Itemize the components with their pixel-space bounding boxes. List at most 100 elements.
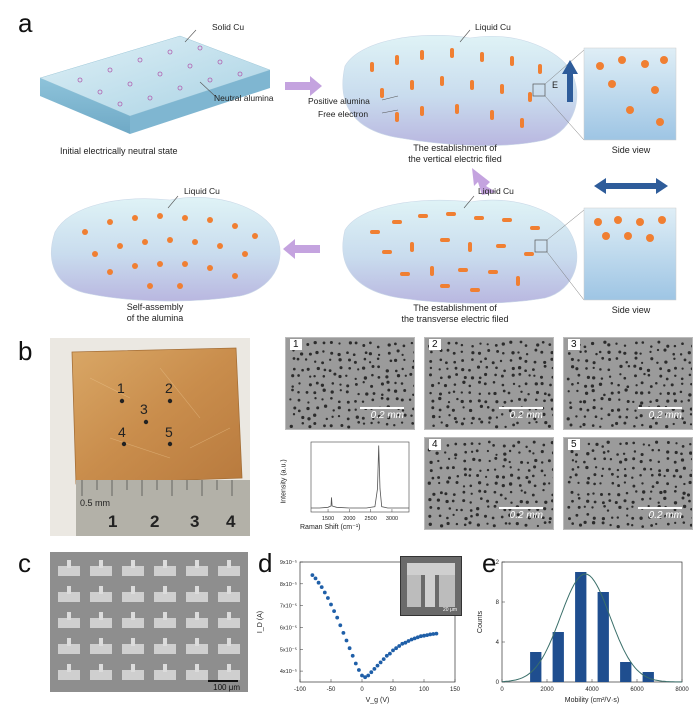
graphene-foil-photo: 1 2 3 4 5 0.5 mm 1 2 3 4	[50, 338, 250, 536]
label-positive-alumina: Positive alumina	[308, 96, 370, 106]
mobility-xtick-label: 8000	[675, 687, 689, 693]
transfer-point	[316, 580, 321, 585]
transfer-point	[412, 636, 417, 641]
caption-vertical-2: the vertical electric filed	[408, 154, 502, 164]
transfer-point	[397, 644, 402, 648]
photo-point-3: 3	[140, 401, 148, 417]
transfer-ytick-label: 8x10⁻⁵	[280, 581, 297, 588]
transfer-point	[366, 673, 371, 678]
caption-side-view-1: Side view	[611, 145, 651, 155]
mobility-fit-curve	[501, 573, 682, 683]
transfer-point	[388, 651, 392, 656]
sem-label-2: 2	[429, 339, 441, 350]
transfer-point	[360, 673, 364, 678]
panel-d-letter: d	[258, 548, 273, 578]
caption-transverse-1: The establishment of	[413, 303, 497, 313]
e-field-arrow-vertical	[562, 60, 578, 102]
transfer-point	[363, 675, 367, 680]
transfer-ytick-label: 5x10⁻⁵	[280, 646, 297, 653]
sem-dots-1	[289, 340, 414, 429]
process-arrow-2	[472, 168, 496, 195]
transfer-point	[350, 653, 355, 658]
transfer-point	[322, 590, 327, 595]
transfer-xtick-label: 50	[390, 687, 397, 693]
transfer-xtick-label: 100	[419, 687, 430, 693]
raman-xtick-label: 2000	[343, 516, 355, 522]
liquid-cu-blob-3	[51, 195, 281, 302]
raman-ylabel: Intensity (a.u.)	[280, 459, 288, 504]
sem-dots-5	[567, 440, 692, 529]
mobility-bar	[597, 592, 609, 682]
transfer-curve-chart: -100 -50 0 50 100 150 4x10⁻⁵ 5x10⁻⁵ 6x10⁻⁵ 7x10⁻⁵…	[257, 559, 461, 704]
ruler-number-3: 3	[190, 512, 200, 531]
mobility-bar	[552, 632, 564, 682]
side-view-1	[562, 47, 677, 141]
transfer-point	[326, 596, 330, 600]
device-scale: 100 μm	[213, 683, 240, 692]
device-array-image: 100 μm	[50, 552, 248, 692]
raman-xtick-label: 3000	[386, 516, 398, 522]
panel-b-letter: b	[18, 336, 33, 366]
sem-image-3: 3 0.2 mm	[563, 337, 693, 430]
raman-xtick-label: 1500	[322, 516, 334, 522]
transfer-point	[409, 637, 414, 642]
sem-dots-4	[427, 440, 553, 528]
label-liquid-cu-3: Liquid Cu	[184, 186, 220, 196]
photo-point-1: 1	[117, 380, 125, 396]
panel-a-schematic	[39, 29, 677, 304]
sem-image-1: 1 0.2 mm	[285, 337, 415, 430]
mobility-bar	[642, 672, 654, 682]
transfer-point	[419, 634, 423, 639]
transfer-point	[422, 633, 426, 638]
caption-self-assembly-2: of the alumina	[126, 313, 184, 323]
transfer-point	[313, 576, 318, 581]
transfer-point	[335, 615, 340, 620]
scale-bar	[208, 680, 238, 682]
process-arrow-1	[285, 76, 322, 96]
transfer-point	[406, 639, 411, 643]
transfer-point	[375, 663, 380, 668]
transfer-xtick-label: 0	[360, 687, 364, 693]
liquid-cu-blob-1	[342, 29, 585, 146]
label-neutral-alumina: Neutral alumina	[214, 93, 274, 103]
label-solid-cu: Solid Cu	[212, 22, 245, 32]
transfer-point	[310, 573, 315, 577]
side-view-2	[583, 178, 677, 301]
panel-a-letter: a	[18, 8, 33, 38]
scale-bar	[499, 407, 543, 409]
liquid-cu-blob-2	[342, 195, 585, 304]
device-inset-image: 20 μm	[400, 556, 462, 616]
transfer-ytick-label: 6x10⁻⁵	[280, 624, 297, 631]
transfer-point	[319, 585, 324, 589]
transfer-xlabel: V_g (V)	[366, 697, 390, 704]
sem-image-2: 2 0.2 mm	[424, 337, 554, 430]
transfer-point	[384, 653, 389, 658]
caption-vertical-1: The establishment of	[413, 143, 497, 153]
scale-bar	[499, 507, 543, 509]
ruler-number-4: 4	[226, 512, 236, 531]
mobility-ylabel: Counts	[477, 610, 484, 633]
ruler-number-1: 1	[108, 512, 118, 531]
sem-image-4: 4 0.2 mm	[424, 437, 554, 530]
scale-bar	[360, 407, 404, 409]
sem-label-5: 5	[568, 439, 580, 450]
sem-dots-3	[566, 340, 692, 429]
transfer-xtick-label: -100	[294, 687, 307, 693]
raman-xlabel: Raman Shift (cm⁻¹)	[300, 524, 361, 531]
transfer-point	[431, 632, 436, 636]
transfer-point	[434, 631, 439, 636]
transfer-point	[369, 670, 374, 675]
mobility-bar	[620, 662, 632, 682]
sem-scale-2: 0.2 mm	[509, 410, 543, 421]
caption-self-assembly-1: Self-assembly	[126, 302, 184, 312]
photo-point-2: 2	[165, 380, 173, 396]
mobility-ytick-label: 4	[496, 640, 500, 646]
mobility-ytick-label: 0	[496, 680, 500, 686]
transfer-ytick-label: 4x10⁻⁵	[280, 668, 297, 675]
transfer-point	[357, 668, 361, 672]
caption-transverse-2: the transverse electric filed	[401, 314, 509, 324]
label-liquid-cu-1: Liquid Cu	[475, 22, 511, 32]
panel-c-letter: c	[18, 548, 31, 578]
transfer-point	[332, 609, 336, 613]
raman-frame	[310, 441, 410, 513]
